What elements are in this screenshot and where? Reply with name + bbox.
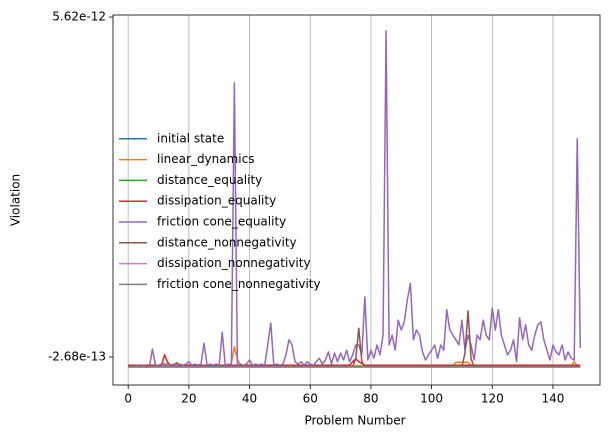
legend-label: linear_dynamics [157, 152, 255, 166]
series-line [128, 310, 581, 368]
legend-label: friction cone_nonnegativity [157, 277, 321, 291]
y-tick-label: -2.68e-13 [48, 349, 106, 363]
legend-label: distance_equality [157, 173, 262, 187]
legend-label: dissipation_nonnegativity [157, 256, 311, 270]
series-line [128, 354, 581, 366]
legend-label: friction cone_equality [157, 215, 286, 229]
series-line [128, 30, 582, 368]
x-tick-label: 40 [242, 392, 257, 406]
legend-label: dissipation_equality [157, 194, 276, 208]
x-tick-label: 0 [124, 392, 132, 406]
legend-label: initial state [157, 131, 224, 145]
x-axis-label: Problem Number [304, 414, 405, 428]
plot-frame [112, 14, 601, 386]
x-tick-label: 80 [363, 392, 378, 406]
x-tick-label: 100 [420, 392, 443, 406]
legend-label: distance_nonnegativity [157, 235, 297, 249]
y-tick-label: 5.62e-12 [52, 10, 106, 24]
x-tick-label: 120 [481, 392, 504, 406]
x-tick-label: 60 [303, 392, 318, 406]
x-tick-label: 140 [542, 392, 565, 406]
y-axis-label: Violation [9, 174, 23, 226]
x-tick-label: 20 [181, 392, 196, 406]
